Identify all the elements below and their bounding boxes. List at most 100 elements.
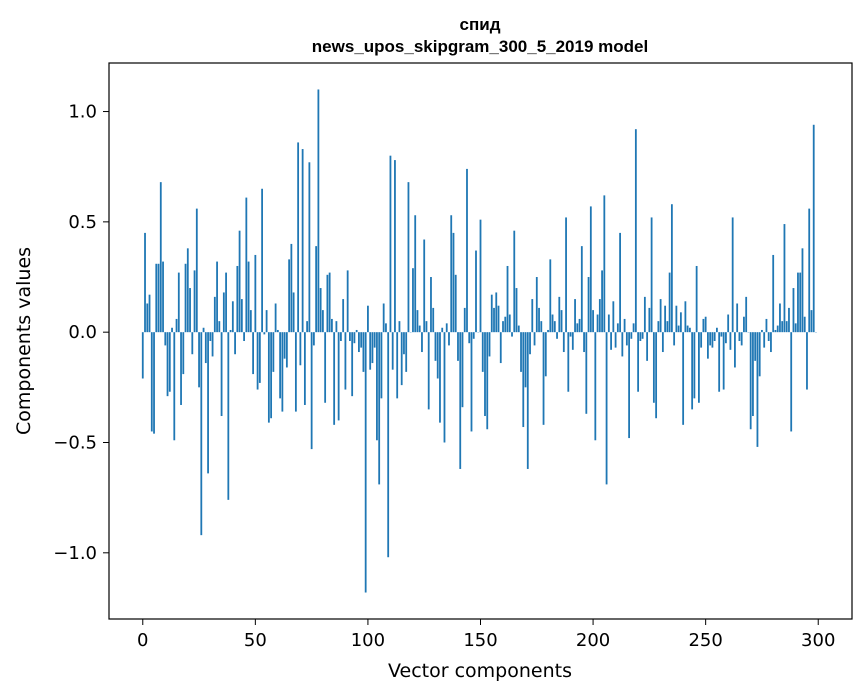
bar xyxy=(779,303,781,333)
bar xyxy=(184,263,187,333)
bar xyxy=(267,332,270,423)
bar xyxy=(549,259,552,333)
bar xyxy=(240,299,243,333)
bar xyxy=(749,332,752,430)
bar xyxy=(457,332,459,361)
bar xyxy=(526,332,529,469)
bar xyxy=(443,332,446,443)
bar xyxy=(659,299,662,333)
bar xyxy=(716,327,718,333)
bar xyxy=(400,332,403,386)
bar xyxy=(752,332,754,417)
y-axis-ticks: −1.0 −0.5 0.0 0.5 1.0 xyxy=(53,102,109,564)
bars-group xyxy=(141,89,817,593)
bar xyxy=(670,204,673,333)
x-axis-label: Vector components xyxy=(388,660,572,682)
bar xyxy=(571,332,574,350)
bar xyxy=(436,332,439,379)
bar xyxy=(745,296,748,333)
bar xyxy=(643,296,646,333)
bar xyxy=(385,323,387,333)
bar xyxy=(529,332,531,355)
bar xyxy=(346,270,349,333)
bar xyxy=(506,265,509,333)
bar xyxy=(358,332,360,353)
bar xyxy=(585,332,588,414)
bar xyxy=(790,332,793,432)
bar xyxy=(173,332,176,441)
bar xyxy=(479,219,482,333)
bar xyxy=(481,332,484,372)
bar xyxy=(725,332,727,344)
bar xyxy=(216,261,218,333)
bar xyxy=(596,314,599,333)
bar xyxy=(202,327,205,333)
bar xyxy=(290,243,293,333)
bar xyxy=(324,332,327,403)
bar xyxy=(758,332,761,377)
bar xyxy=(294,332,297,412)
bar xyxy=(389,155,392,333)
bar xyxy=(441,327,444,333)
bar xyxy=(252,332,254,375)
bar xyxy=(405,332,408,372)
bar xyxy=(319,288,322,333)
bar xyxy=(702,318,705,333)
bar xyxy=(403,332,405,355)
bar xyxy=(797,272,799,333)
bar xyxy=(499,332,502,364)
bar xyxy=(553,321,556,333)
bar xyxy=(799,272,802,333)
x-axis-ticks: 0 50 100 150 200 250 300 xyxy=(137,619,835,651)
bar xyxy=(540,321,543,333)
bar xyxy=(387,332,390,558)
bar xyxy=(668,272,671,333)
bar xyxy=(736,303,739,333)
bar xyxy=(427,332,430,410)
bar xyxy=(560,310,563,333)
bar xyxy=(776,325,779,333)
bar xyxy=(371,332,374,364)
bar xyxy=(207,332,209,474)
bar xyxy=(283,332,286,359)
bar xyxy=(495,292,498,333)
bar xyxy=(720,332,723,337)
bar xyxy=(794,323,797,333)
bar xyxy=(218,321,221,333)
bar xyxy=(628,332,630,439)
x-tick-label: 0 xyxy=(137,630,148,651)
bar xyxy=(616,323,619,333)
bar xyxy=(517,325,520,333)
bar xyxy=(231,301,234,333)
bar xyxy=(679,312,682,333)
bar xyxy=(707,332,709,359)
bar xyxy=(578,318,581,333)
bar xyxy=(452,232,455,333)
bar xyxy=(247,261,250,333)
bar xyxy=(168,332,171,392)
y-tick-label: 1.0 xyxy=(68,102,97,123)
bar xyxy=(209,332,212,341)
bar xyxy=(565,217,567,333)
y-tick-label: 0.0 xyxy=(68,322,97,343)
bar xyxy=(396,332,399,399)
bar xyxy=(556,332,558,339)
bar xyxy=(580,246,583,333)
bar xyxy=(328,272,331,333)
bar xyxy=(504,316,507,333)
bar xyxy=(698,332,700,403)
bar xyxy=(270,332,273,419)
chart-title: спид xyxy=(460,15,501,34)
bar xyxy=(490,294,493,333)
bar xyxy=(367,305,369,333)
bar xyxy=(520,332,522,372)
bar xyxy=(225,272,227,333)
x-tick-label: 100 xyxy=(351,630,385,651)
bar xyxy=(306,321,309,333)
bar xyxy=(380,332,383,399)
bar xyxy=(238,230,241,333)
bar xyxy=(754,332,757,361)
bar xyxy=(740,332,743,346)
